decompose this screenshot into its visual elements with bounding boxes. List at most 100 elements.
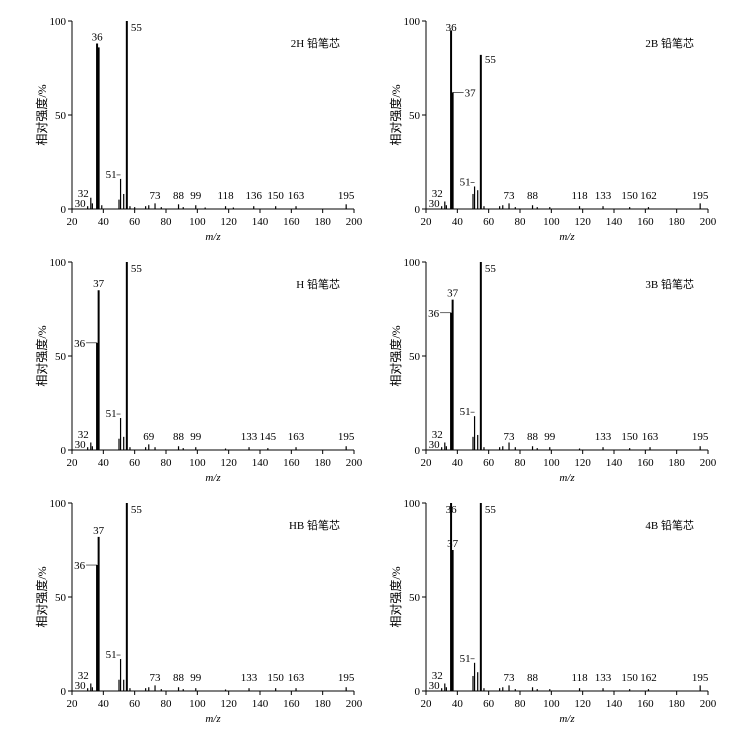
x-axis-title: m/z xyxy=(205,231,221,243)
y-tick-label: 0 xyxy=(415,686,421,698)
peak-label-163: 163 xyxy=(288,672,305,684)
peak-label-150: 150 xyxy=(267,672,284,684)
x-tick-label: 40 xyxy=(98,698,110,710)
spectrum-panel-3: 20 40 60 80 100 120 140 160 180 200 0 50 100 m/z 相对强度/… xyxy=(34,257,363,484)
x-tick-label: 140 xyxy=(252,457,269,469)
panel-title: H 铅笔芯 xyxy=(296,277,340,291)
x-tick-label: 40 xyxy=(98,216,110,228)
x-tick-label: 40 xyxy=(452,698,464,710)
y-axis-title: 相对强度/% xyxy=(388,325,403,386)
x-tick-label: 120 xyxy=(220,457,237,469)
peak-label-73: 73 xyxy=(504,431,516,443)
x-tick-label: 40 xyxy=(452,216,464,228)
peak-label-32: 32 xyxy=(432,188,443,200)
y-axis-title: 相对强度/% xyxy=(34,84,49,145)
x-tick-label: 40 xyxy=(98,457,110,469)
peak-label-32: 32 xyxy=(432,429,443,441)
x-tick-label: 180 xyxy=(668,457,685,469)
panel-title: HB 铅笔芯 xyxy=(289,518,340,532)
x-axis-title: m/z xyxy=(205,472,221,484)
y-axis-title: 相对强度/% xyxy=(34,325,49,386)
x-tick-label: 160 xyxy=(637,698,654,710)
peak-label-51: 51 xyxy=(460,653,471,665)
peak-label-99: 99 xyxy=(190,190,202,202)
y-axis-title: 相对强度/% xyxy=(388,84,403,145)
x-tick-label: 80 xyxy=(515,457,527,469)
y-tick-label: 0 xyxy=(415,204,421,216)
peak-label-133: 133 xyxy=(595,672,612,684)
x-tick-label: 20 xyxy=(67,698,79,710)
y-tick-label: 0 xyxy=(415,445,421,457)
x-tick-label: 60 xyxy=(129,216,141,228)
peak-label-73: 73 xyxy=(504,672,516,684)
x-tick-label: 80 xyxy=(161,457,173,469)
x-tick-label: 100 xyxy=(189,457,206,469)
y-axis-title: 相对强度/% xyxy=(388,566,403,627)
y-tick-label: 50 xyxy=(409,110,421,122)
x-tick-label: 200 xyxy=(700,216,717,228)
peak-label-150: 150 xyxy=(621,431,638,443)
peak-label-145: 145 xyxy=(260,431,277,443)
peak-label-30: 30 xyxy=(429,680,441,692)
x-tick-label: 80 xyxy=(515,698,527,710)
x-tick-label: 20 xyxy=(421,698,433,710)
x-tick-label: 140 xyxy=(252,216,269,228)
y-tick-label: 100 xyxy=(404,498,421,510)
peak-label-133: 133 xyxy=(595,431,612,443)
peak-label-195: 195 xyxy=(338,190,355,202)
peak-label-88: 88 xyxy=(527,672,539,684)
y-tick-label: 50 xyxy=(55,110,67,122)
x-tick-label: 160 xyxy=(637,457,654,469)
peak-label-55: 55 xyxy=(131,263,143,275)
peak-label-195: 195 xyxy=(338,672,355,684)
peak-label-118: 118 xyxy=(571,190,588,202)
peak-label-51: 51 xyxy=(106,169,117,181)
peak-label-30: 30 xyxy=(429,198,441,210)
x-tick-label: 100 xyxy=(189,216,206,228)
peak-label-37: 37 xyxy=(447,538,459,550)
x-tick-label: 60 xyxy=(129,457,141,469)
x-axis-title: m/z xyxy=(559,713,575,725)
peak-label-88: 88 xyxy=(173,190,185,202)
x-tick-label: 20 xyxy=(67,457,79,469)
y-tick-label: 50 xyxy=(409,592,421,604)
peak-label-88: 88 xyxy=(527,190,539,202)
peak-label-163: 163 xyxy=(288,431,305,443)
peak-label-55: 55 xyxy=(131,22,143,34)
x-tick-label: 180 xyxy=(668,698,685,710)
x-tick-label: 180 xyxy=(314,216,331,228)
peak-label-32: 32 xyxy=(432,670,443,682)
peak-label-88: 88 xyxy=(173,672,185,684)
spectrum-panel-4: 20 40 60 80 100 120 140 160 180 200 0 50 100 m/z 相对强度/… xyxy=(388,257,717,484)
y-tick-label: 50 xyxy=(55,351,67,363)
x-tick-label: 140 xyxy=(606,216,623,228)
x-tick-label: 60 xyxy=(129,698,141,710)
peak-label-51: 51 xyxy=(460,176,471,188)
y-tick-label: 100 xyxy=(50,257,67,269)
peak-label-37: 37 xyxy=(93,278,105,290)
x-tick-label: 40 xyxy=(452,457,464,469)
peak-label-136: 136 xyxy=(245,190,262,202)
peak-label-195: 195 xyxy=(692,672,709,684)
peak-label-32: 32 xyxy=(78,429,89,441)
peak-label-51: 51 xyxy=(460,406,471,418)
y-tick-label: 100 xyxy=(50,498,67,510)
peak-label-36: 36 xyxy=(74,560,86,572)
x-tick-label: 120 xyxy=(220,698,237,710)
x-tick-label: 120 xyxy=(574,698,591,710)
peak-label-32: 32 xyxy=(78,188,89,200)
x-tick-label: 100 xyxy=(543,216,560,228)
y-tick-label: 50 xyxy=(55,592,67,604)
x-tick-label: 80 xyxy=(515,216,527,228)
peak-label-30: 30 xyxy=(75,680,87,692)
y-tick-label: 0 xyxy=(61,686,67,698)
peak-label-55: 55 xyxy=(131,504,143,516)
peak-label-37: 37 xyxy=(93,525,105,537)
peak-label-51: 51 xyxy=(106,408,117,420)
x-tick-label: 200 xyxy=(346,216,363,228)
peak-label-150: 150 xyxy=(621,672,638,684)
peak-label-195: 195 xyxy=(692,431,709,443)
x-tick-label: 180 xyxy=(668,216,685,228)
x-tick-label: 140 xyxy=(252,698,269,710)
